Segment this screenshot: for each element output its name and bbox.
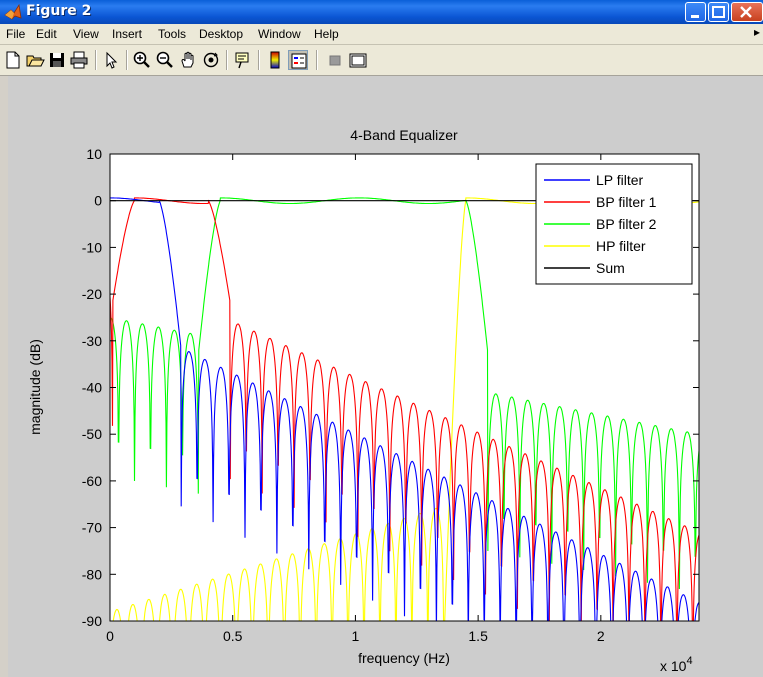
menu-help[interactable]: Help [314,27,339,41]
x-exponent-label: x 104 [660,655,693,674]
x-axis-label: frequency (Hz) [358,650,450,666]
y-tick-label: -20 [82,286,102,302]
toolbar-separator [226,50,228,70]
y-axis-label: magnitude (dB) [27,339,43,435]
series-line-bp-filter-2 [110,197,699,590]
y-tick-label: -70 [82,520,102,536]
legend-entry-label: BP filter 2 [596,216,657,232]
menu-file[interactable]: File [6,27,26,41]
close-button[interactable] [731,2,763,22]
y-tick-label: 10 [86,146,102,162]
legend-icon[interactable] [288,50,308,70]
axes-box [109,153,700,622]
pan-hand-icon[interactable] [178,50,198,70]
toolbar-separator [126,50,128,70]
chart-title: 4-Band Equalizer [350,127,458,143]
window-title: Figure 2 [26,3,92,19]
rotate-3d-icon[interactable] [201,50,221,70]
legend-entry-label: Sum [596,260,625,276]
menu-edit[interactable]: Edit [36,27,57,41]
y-tick-label: -30 [82,333,102,349]
y-tick-label: -10 [82,239,102,255]
menu-window[interactable]: Window [258,27,301,41]
x-tick-label: 1 [352,628,360,644]
minimize-button[interactable] [685,2,706,22]
menu-desktop[interactable]: Desktop [199,27,244,41]
new-file-icon[interactable] [3,50,23,70]
colorbar-icon[interactable] [265,50,285,70]
pointer-icon[interactable] [101,50,121,70]
menu-insert[interactable]: Insert [112,27,143,41]
show-plot-tools-icon[interactable] [348,50,368,70]
figure-canvas: 4-Band Equalizer frequency (Hz) magnitud… [8,76,763,677]
y-tick-label: -90 [82,613,102,629]
legend-entry-label: HP filter [596,238,646,254]
figure-toolbar [0,45,763,76]
y-tick-label: -40 [82,380,102,396]
y-tick-label: -50 [82,426,102,442]
legend[interactable]: LP filter BP filter 1 BP filter 2 HP filter… [535,163,693,285]
x-tick-label: 0 [106,628,114,644]
legend-entry-label: BP filter 1 [596,194,657,210]
print-icon[interactable] [69,50,89,70]
maximize-icon [712,6,725,18]
toolbar-separator [316,50,318,70]
data-cursor-icon[interactable] [232,50,252,70]
menu-tools[interactable]: Tools [158,27,187,41]
y-tick-label: -60 [82,473,102,489]
series-line-lp-filter [110,197,699,621]
zoom-in-icon[interactable] [132,50,152,70]
x-tick-label: 2 [597,628,605,644]
toolbar-separator [258,50,260,70]
matlab-logo-icon [4,4,22,20]
menu-dock-arrow-icon[interactable]: ▸ [754,25,761,39]
zoom-out-icon[interactable] [155,50,175,70]
close-icon [740,6,752,18]
maximize-button[interactable] [708,2,729,22]
legend-entry-label: LP filter [596,172,644,188]
save-icon[interactable] [47,50,67,70]
menu-view[interactable]: View [73,27,99,41]
open-file-icon[interactable] [25,50,45,70]
minimize-icon [691,15,699,18]
hide-plot-tools-icon[interactable] [325,50,345,70]
series-line-bp-filter-1 [110,197,699,621]
title-bar[interactable]: Figure 2 [0,0,763,24]
y-tick-label: -80 [82,566,102,582]
x-tick-label: 1.5 [468,628,488,644]
y-tick-label: 0 [94,193,102,209]
x-tick-label: 0.5 [223,628,243,644]
menu-bar: File Edit View Insert Tools Desktop Wind… [0,24,763,45]
toolbar-separator [95,50,97,70]
equalizer-plot[interactable]: 4-Band Equalizer frequency (Hz) magnitud… [8,76,763,677]
